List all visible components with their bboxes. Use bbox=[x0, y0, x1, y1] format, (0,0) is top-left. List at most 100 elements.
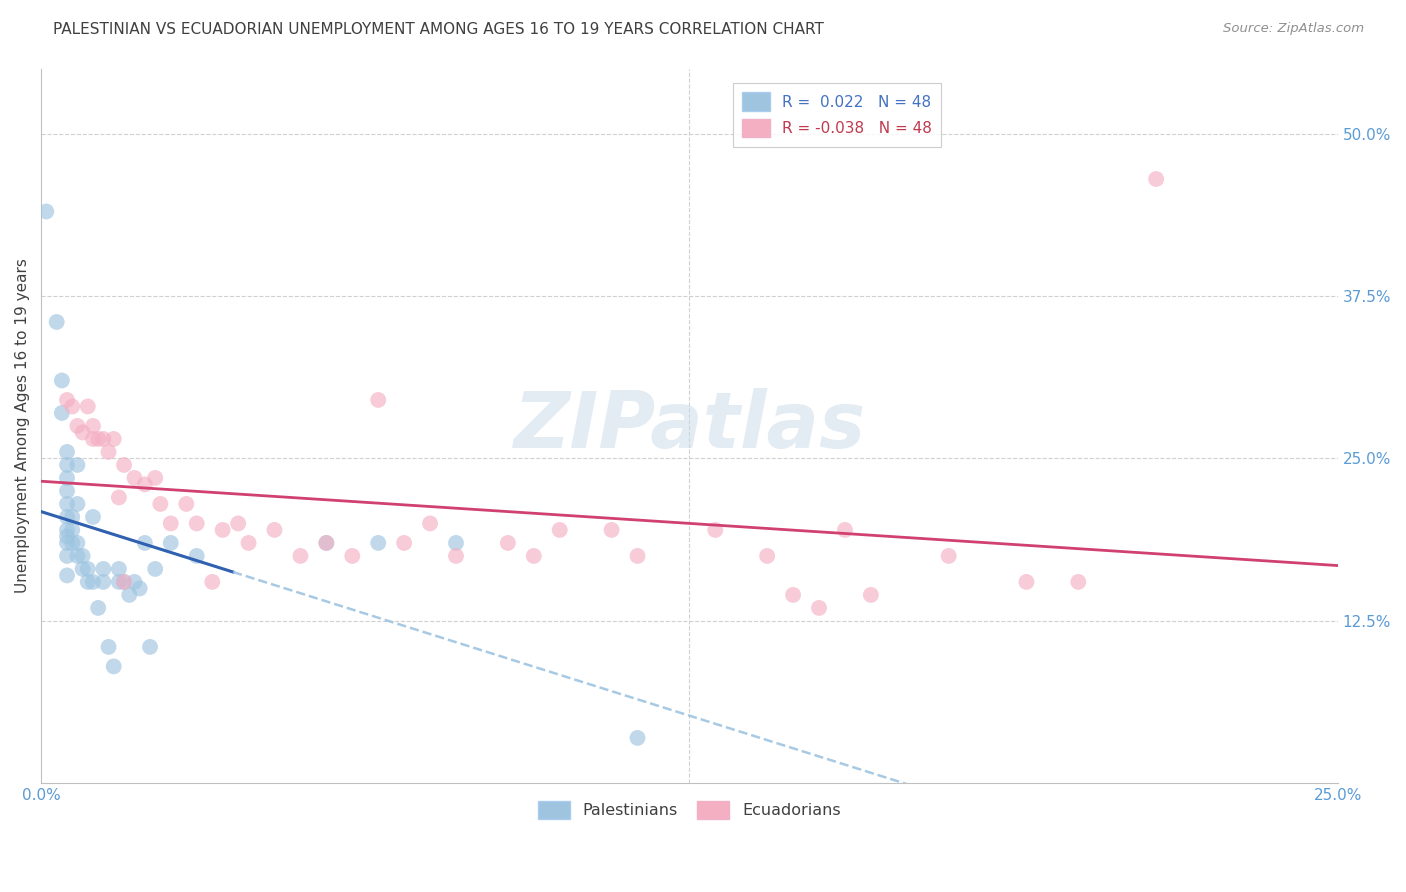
Point bbox=[82, 432, 104, 446]
Legend: Palestinians, Ecuadorians: Palestinians, Ecuadorians bbox=[531, 794, 846, 825]
Point bbox=[496, 536, 519, 550]
Point bbox=[238, 536, 260, 550]
Point bbox=[82, 510, 104, 524]
Point bbox=[56, 458, 79, 472]
Point bbox=[118, 588, 141, 602]
Point bbox=[290, 549, 312, 563]
Point bbox=[56, 529, 79, 543]
Point bbox=[60, 400, 83, 414]
Point bbox=[76, 574, 98, 589]
Point bbox=[704, 523, 727, 537]
Point bbox=[263, 523, 285, 537]
Point bbox=[60, 536, 83, 550]
Point bbox=[72, 549, 94, 563]
Point bbox=[93, 432, 115, 446]
Point bbox=[60, 510, 83, 524]
Point bbox=[66, 419, 89, 434]
Point bbox=[103, 659, 125, 673]
Point bbox=[56, 536, 79, 550]
Point bbox=[76, 400, 98, 414]
Point bbox=[56, 549, 79, 563]
Point bbox=[112, 458, 135, 472]
Point bbox=[108, 562, 131, 576]
Point bbox=[97, 640, 120, 654]
Point bbox=[159, 536, 181, 550]
Point bbox=[72, 425, 94, 440]
Point bbox=[66, 497, 89, 511]
Point bbox=[108, 574, 131, 589]
Point bbox=[108, 491, 131, 505]
Point bbox=[97, 445, 120, 459]
Point bbox=[600, 523, 623, 537]
Point bbox=[93, 562, 115, 576]
Point bbox=[56, 445, 79, 459]
Point bbox=[103, 432, 125, 446]
Point bbox=[176, 497, 198, 511]
Text: PALESTINIAN VS ECUADORIAN UNEMPLOYMENT AMONG AGES 16 TO 19 YEARS CORRELATION CHA: PALESTINIAN VS ECUADORIAN UNEMPLOYMENT A… bbox=[53, 22, 824, 37]
Point bbox=[626, 549, 648, 563]
Point bbox=[56, 497, 79, 511]
Point bbox=[201, 574, 224, 589]
Point bbox=[143, 562, 166, 576]
Point bbox=[419, 516, 441, 531]
Point bbox=[134, 477, 156, 491]
Point bbox=[134, 536, 156, 550]
Point bbox=[367, 392, 389, 407]
Text: Source: ZipAtlas.com: Source: ZipAtlas.com bbox=[1223, 22, 1364, 36]
Point bbox=[124, 471, 146, 485]
Point bbox=[859, 588, 882, 602]
Point bbox=[159, 516, 181, 531]
Point bbox=[66, 458, 89, 472]
Point bbox=[56, 523, 79, 537]
Point bbox=[444, 549, 467, 563]
Point bbox=[782, 588, 804, 602]
Point bbox=[82, 419, 104, 434]
Point bbox=[124, 574, 146, 589]
Point bbox=[87, 432, 110, 446]
Point bbox=[35, 204, 58, 219]
Point bbox=[938, 549, 960, 563]
Point bbox=[112, 574, 135, 589]
Point bbox=[523, 549, 546, 563]
Y-axis label: Unemployment Among Ages 16 to 19 years: Unemployment Among Ages 16 to 19 years bbox=[15, 259, 30, 593]
Point bbox=[93, 574, 115, 589]
Point bbox=[66, 549, 89, 563]
Point bbox=[211, 523, 233, 537]
Point bbox=[342, 549, 364, 563]
Point bbox=[72, 562, 94, 576]
Point bbox=[82, 574, 104, 589]
Point bbox=[76, 562, 98, 576]
Point bbox=[56, 483, 79, 498]
Point bbox=[56, 392, 79, 407]
Point bbox=[367, 536, 389, 550]
Point bbox=[149, 497, 172, 511]
Point bbox=[315, 536, 337, 550]
Point bbox=[548, 523, 571, 537]
Point bbox=[315, 536, 337, 550]
Point bbox=[128, 582, 150, 596]
Point bbox=[45, 315, 67, 329]
Point bbox=[1144, 172, 1167, 186]
Point bbox=[112, 574, 135, 589]
Point bbox=[56, 568, 79, 582]
Point bbox=[66, 536, 89, 550]
Point bbox=[143, 471, 166, 485]
Point bbox=[226, 516, 249, 531]
Point bbox=[186, 516, 208, 531]
Point bbox=[51, 406, 73, 420]
Point bbox=[51, 374, 73, 388]
Point bbox=[626, 731, 648, 745]
Text: ZIPatlas: ZIPatlas bbox=[513, 388, 866, 464]
Point bbox=[56, 471, 79, 485]
Point bbox=[834, 523, 856, 537]
Point bbox=[60, 523, 83, 537]
Point bbox=[808, 601, 831, 615]
Point bbox=[139, 640, 162, 654]
Point bbox=[87, 601, 110, 615]
Point bbox=[186, 549, 208, 563]
Point bbox=[56, 510, 79, 524]
Point bbox=[1015, 574, 1038, 589]
Point bbox=[392, 536, 415, 550]
Point bbox=[444, 536, 467, 550]
Point bbox=[1067, 574, 1090, 589]
